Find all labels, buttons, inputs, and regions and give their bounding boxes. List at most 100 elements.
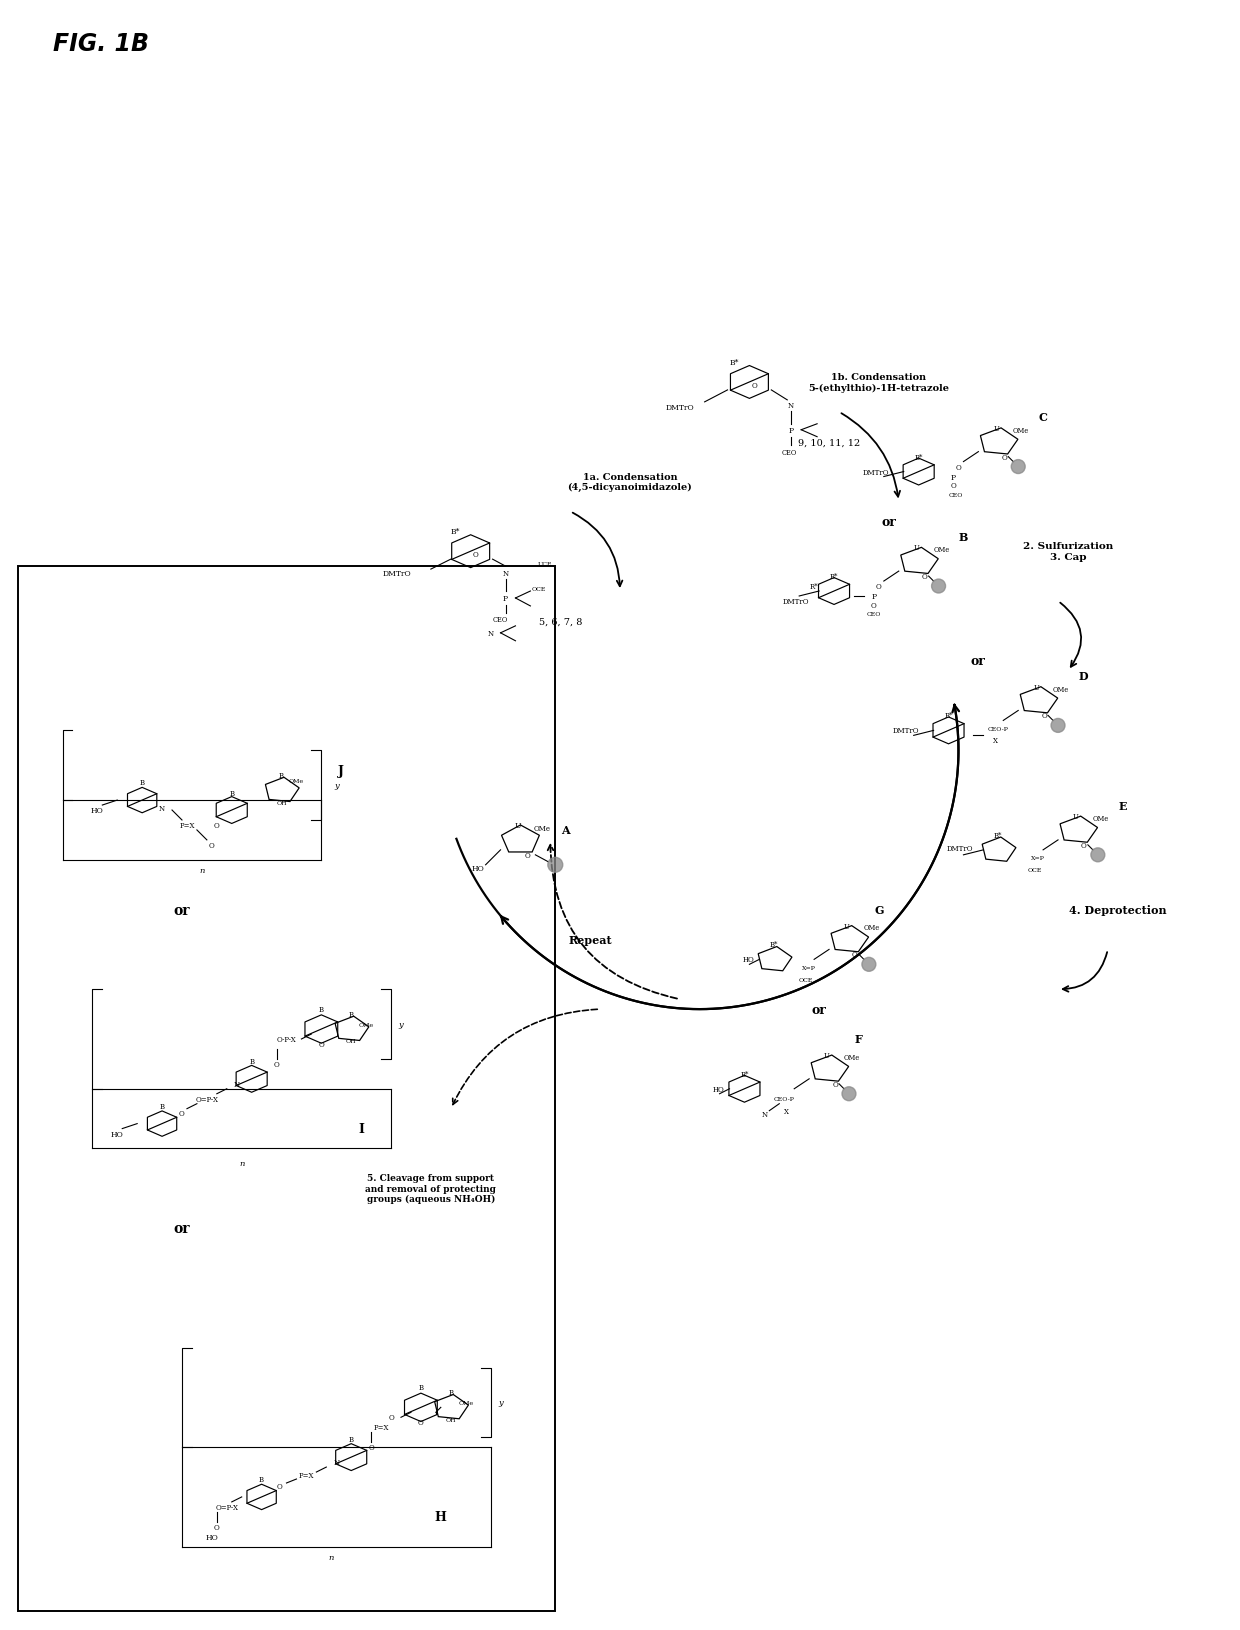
Text: B*: B*	[830, 572, 838, 580]
Text: B*: B*	[770, 941, 779, 949]
Text: J: J	[339, 764, 345, 778]
Text: OH: OH	[346, 1038, 356, 1043]
Text: O: O	[1002, 453, 1007, 461]
Text: N: N	[502, 570, 508, 577]
Text: O: O	[525, 851, 531, 859]
Text: N: N	[334, 1459, 340, 1467]
Text: or: or	[174, 903, 190, 918]
Text: E: E	[1118, 800, 1127, 812]
Text: B*: B*	[945, 712, 952, 720]
Text: B: B	[319, 1006, 324, 1014]
Text: O: O	[1042, 712, 1047, 720]
Text: n: n	[200, 866, 205, 874]
Text: HO: HO	[743, 955, 754, 963]
Text: OMe: OMe	[358, 1022, 373, 1027]
Text: or: or	[812, 1002, 827, 1015]
Text: U: U	[914, 544, 920, 553]
Circle shape	[548, 857, 563, 872]
Text: O: O	[956, 463, 961, 471]
Text: N: N	[487, 629, 494, 637]
Text: U: U	[515, 822, 521, 830]
Text: n: n	[239, 1159, 244, 1167]
Text: OH: OH	[445, 1416, 456, 1421]
Text: 1b. Condensation
5-(ethylthio)-1H-tetrazole: 1b. Condensation 5-(ethylthio)-1H-tetraz…	[808, 373, 950, 393]
Text: B*: B*	[451, 528, 460, 536]
Text: P=X: P=X	[180, 822, 195, 830]
Text: O: O	[179, 1108, 185, 1117]
Text: Repeat: Repeat	[568, 934, 613, 945]
Text: CEO: CEO	[867, 611, 882, 618]
Text: O: O	[418, 1418, 424, 1426]
Text: O: O	[274, 1060, 279, 1068]
Text: 1a. Condensation
(4,5-dicyanoimidazole): 1a. Condensation (4,5-dicyanoimidazole)	[568, 473, 692, 492]
Text: OMe: OMe	[458, 1400, 474, 1405]
Text: or: or	[882, 515, 897, 528]
Text: 5. Cleavage from support
and removal of protecting
groups (aqueous NH₄OH): 5. Cleavage from support and removal of …	[366, 1174, 496, 1203]
Text: y: y	[498, 1399, 503, 1407]
Text: B: B	[348, 1436, 353, 1443]
Text: O-P-X: O-P-X	[277, 1035, 296, 1043]
Text: 2. Sulfurization
3. Cap: 2. Sulfurization 3. Cap	[1023, 543, 1114, 562]
Text: P: P	[503, 595, 508, 603]
Text: OCE: OCE	[531, 587, 546, 592]
Text: OCE: OCE	[799, 976, 813, 983]
Text: CEO-P: CEO-P	[774, 1097, 795, 1102]
Text: DMTrO: DMTrO	[892, 727, 919, 735]
Text: B: B	[259, 1475, 264, 1483]
Text: U: U	[993, 424, 999, 432]
Text: X: X	[993, 737, 998, 745]
Text: DMTrO: DMTrO	[862, 468, 889, 476]
Text: OMe: OMe	[1092, 815, 1109, 823]
Text: B*: B*	[740, 1071, 749, 1077]
Text: X=P: X=P	[1032, 856, 1045, 861]
Text: y: y	[334, 782, 339, 789]
Circle shape	[842, 1087, 856, 1100]
Text: OH: OH	[277, 800, 286, 805]
Text: B*: B*	[914, 453, 923, 461]
Text: R*: R*	[810, 582, 818, 590]
Text: O: O	[472, 551, 479, 559]
Text: F: F	[856, 1033, 863, 1045]
Text: CEO-P: CEO-P	[988, 727, 1008, 732]
Text: OMe: OMe	[289, 778, 304, 782]
Text: O: O	[215, 1522, 219, 1531]
Text: N: N	[159, 805, 165, 812]
Text: B: B	[418, 1384, 423, 1392]
Circle shape	[862, 958, 875, 971]
Text: 9, 10, 11, 12: 9, 10, 11, 12	[797, 438, 861, 447]
Text: B*: B*	[994, 831, 1002, 839]
Circle shape	[1052, 719, 1065, 734]
Text: O: O	[870, 601, 877, 610]
Text: DMTrO: DMTrO	[947, 844, 973, 852]
Text: 5, 6, 7, 8: 5, 6, 7, 8	[538, 618, 582, 626]
Text: 4. Deprotection: 4. Deprotection	[1069, 905, 1167, 916]
Text: OMe: OMe	[934, 546, 950, 554]
Text: O: O	[215, 822, 219, 830]
Text: DMTrO: DMTrO	[382, 570, 410, 577]
Text: O=P-X: O=P-X	[196, 1095, 218, 1104]
Text: U: U	[1033, 683, 1039, 691]
Text: HO: HO	[91, 807, 104, 815]
Text: or: or	[174, 1221, 190, 1236]
Text: DMTrO: DMTrO	[666, 404, 694, 412]
Text: B: B	[449, 1389, 454, 1397]
Text: I: I	[358, 1123, 365, 1136]
Text: CEO: CEO	[781, 448, 797, 456]
Text: B: B	[348, 1011, 353, 1019]
Text: N: N	[761, 1110, 768, 1118]
Text: CEO: CEO	[492, 616, 508, 624]
Text: P: P	[789, 427, 794, 435]
Text: O: O	[277, 1482, 283, 1490]
Text: U: U	[1073, 812, 1079, 820]
Circle shape	[931, 580, 946, 593]
Text: O: O	[210, 841, 215, 849]
Text: B*: B*	[730, 359, 739, 367]
Text: N: N	[789, 401, 795, 409]
Text: U: U	[825, 1051, 830, 1060]
Text: O: O	[368, 1443, 374, 1451]
Text: B: B	[959, 531, 968, 543]
Text: OMe: OMe	[1053, 685, 1069, 693]
Circle shape	[1091, 848, 1105, 862]
Text: HO: HO	[471, 864, 484, 872]
Text: B: B	[249, 1058, 254, 1066]
